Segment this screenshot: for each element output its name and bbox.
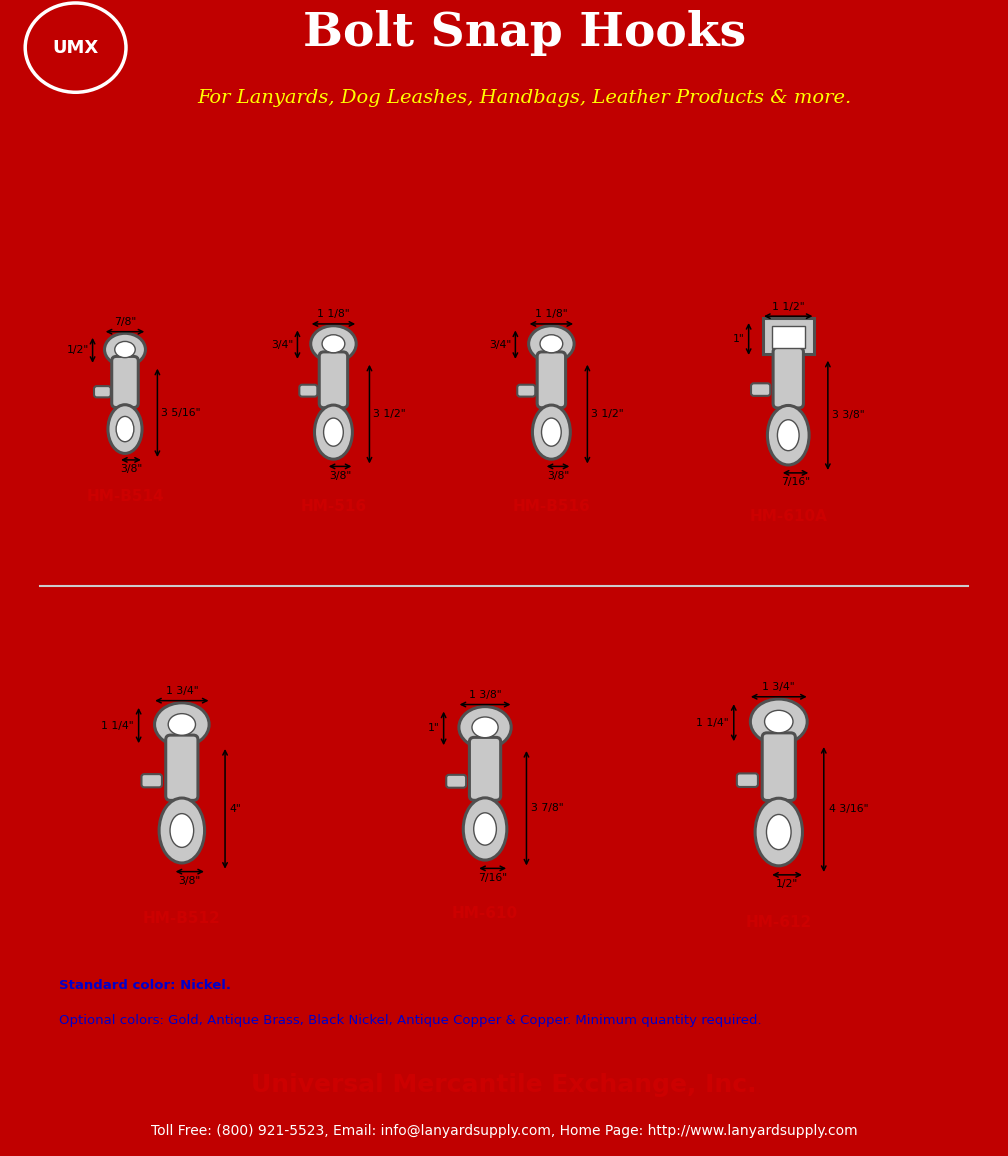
Text: 1 1/8": 1 1/8" — [318, 310, 350, 319]
Text: 4": 4" — [230, 803, 241, 814]
Text: HM-B516: HM-B516 — [512, 499, 591, 514]
FancyBboxPatch shape — [737, 773, 758, 787]
FancyBboxPatch shape — [447, 775, 466, 787]
Text: HM-610: HM-610 — [452, 905, 518, 920]
Text: HM-B512: HM-B512 — [143, 911, 221, 926]
Ellipse shape — [766, 815, 791, 850]
Text: 1/2": 1/2" — [67, 346, 89, 355]
Ellipse shape — [108, 405, 142, 453]
FancyBboxPatch shape — [772, 326, 804, 348]
FancyBboxPatch shape — [773, 347, 803, 408]
FancyBboxPatch shape — [320, 351, 348, 408]
Text: Toll Free: (800) 921-5523, Email: info@lanyardsupply.com, Home Page: http://www.: Toll Free: (800) 921-5523, Email: info@l… — [150, 1125, 858, 1139]
Ellipse shape — [105, 333, 145, 365]
Text: 3/8": 3/8" — [329, 470, 351, 481]
FancyBboxPatch shape — [537, 351, 565, 408]
Text: 1 3/8": 1 3/8" — [469, 690, 501, 701]
Text: 3/4": 3/4" — [271, 340, 293, 349]
Text: 3/8": 3/8" — [547, 470, 570, 481]
FancyBboxPatch shape — [762, 733, 795, 800]
Text: 1 1/4": 1 1/4" — [697, 718, 729, 728]
Text: Universal Mercantile Exchange, Inc.: Universal Mercantile Exchange, Inc. — [251, 1073, 757, 1097]
Text: 1": 1" — [427, 724, 439, 733]
Text: HM-516: HM-516 — [300, 499, 367, 514]
Text: 3 1/2": 3 1/2" — [591, 409, 624, 420]
Text: For Lanyards, Dog Leashes, Handbags, Leather Products & more.: For Lanyards, Dog Leashes, Handbags, Lea… — [197, 89, 852, 106]
Ellipse shape — [472, 717, 498, 738]
Text: 1 3/4": 1 3/4" — [762, 682, 795, 692]
FancyBboxPatch shape — [517, 385, 535, 397]
FancyBboxPatch shape — [141, 775, 162, 787]
Text: HM-612: HM-612 — [746, 916, 811, 931]
Ellipse shape — [154, 703, 209, 746]
Text: 3/8": 3/8" — [178, 876, 201, 887]
Text: 7/16": 7/16" — [781, 477, 810, 488]
Ellipse shape — [115, 341, 135, 357]
FancyBboxPatch shape — [470, 738, 501, 800]
Ellipse shape — [474, 813, 496, 845]
Text: 3 7/8": 3 7/8" — [531, 803, 563, 813]
Ellipse shape — [159, 798, 205, 864]
FancyBboxPatch shape — [751, 384, 770, 395]
Ellipse shape — [767, 406, 809, 465]
Ellipse shape — [459, 706, 511, 748]
Text: 3 1/2": 3 1/2" — [373, 409, 406, 420]
Text: 7/8": 7/8" — [114, 317, 136, 327]
Text: HM-B514: HM-B514 — [86, 489, 164, 504]
Ellipse shape — [764, 710, 793, 733]
Text: 3/8": 3/8" — [120, 465, 142, 474]
FancyBboxPatch shape — [165, 735, 198, 800]
FancyBboxPatch shape — [94, 386, 111, 398]
Ellipse shape — [168, 713, 196, 735]
Ellipse shape — [528, 326, 575, 362]
Ellipse shape — [755, 798, 802, 866]
Text: 1 1/8": 1 1/8" — [535, 310, 568, 319]
Text: 7/16": 7/16" — [478, 873, 507, 883]
Text: 1 1/4": 1 1/4" — [102, 720, 134, 731]
Text: 4 3/16": 4 3/16" — [829, 805, 868, 815]
Ellipse shape — [750, 699, 807, 744]
Text: 3 5/16": 3 5/16" — [161, 408, 201, 417]
Ellipse shape — [541, 418, 561, 446]
Ellipse shape — [324, 418, 344, 446]
Text: 1/2": 1/2" — [776, 880, 798, 889]
Text: HM-610A: HM-610A — [749, 509, 828, 524]
Text: 1": 1" — [733, 334, 745, 344]
Ellipse shape — [314, 405, 353, 459]
Ellipse shape — [464, 798, 507, 860]
FancyBboxPatch shape — [112, 356, 138, 408]
Ellipse shape — [323, 335, 345, 353]
Text: Optional colors: Gold, Antique Brass, Black Nickel, Antique Copper & Copper. Min: Optional colors: Gold, Antique Brass, Bl… — [58, 1015, 761, 1028]
Text: UMX: UMX — [52, 38, 99, 57]
Text: 3 3/8": 3 3/8" — [832, 410, 865, 421]
Ellipse shape — [532, 405, 571, 459]
Text: 1 1/2": 1 1/2" — [772, 302, 804, 312]
FancyBboxPatch shape — [299, 385, 318, 397]
Text: 1 3/4": 1 3/4" — [165, 687, 199, 696]
Text: Bolt Snap Hooks: Bolt Snap Hooks — [302, 10, 746, 57]
Ellipse shape — [116, 416, 134, 442]
Ellipse shape — [777, 420, 799, 451]
Ellipse shape — [170, 814, 194, 847]
Ellipse shape — [310, 326, 356, 362]
Ellipse shape — [540, 335, 562, 353]
Text: 3/4": 3/4" — [489, 340, 512, 349]
FancyBboxPatch shape — [763, 318, 813, 355]
Text: Standard color: Nickel.: Standard color: Nickel. — [58, 979, 231, 992]
